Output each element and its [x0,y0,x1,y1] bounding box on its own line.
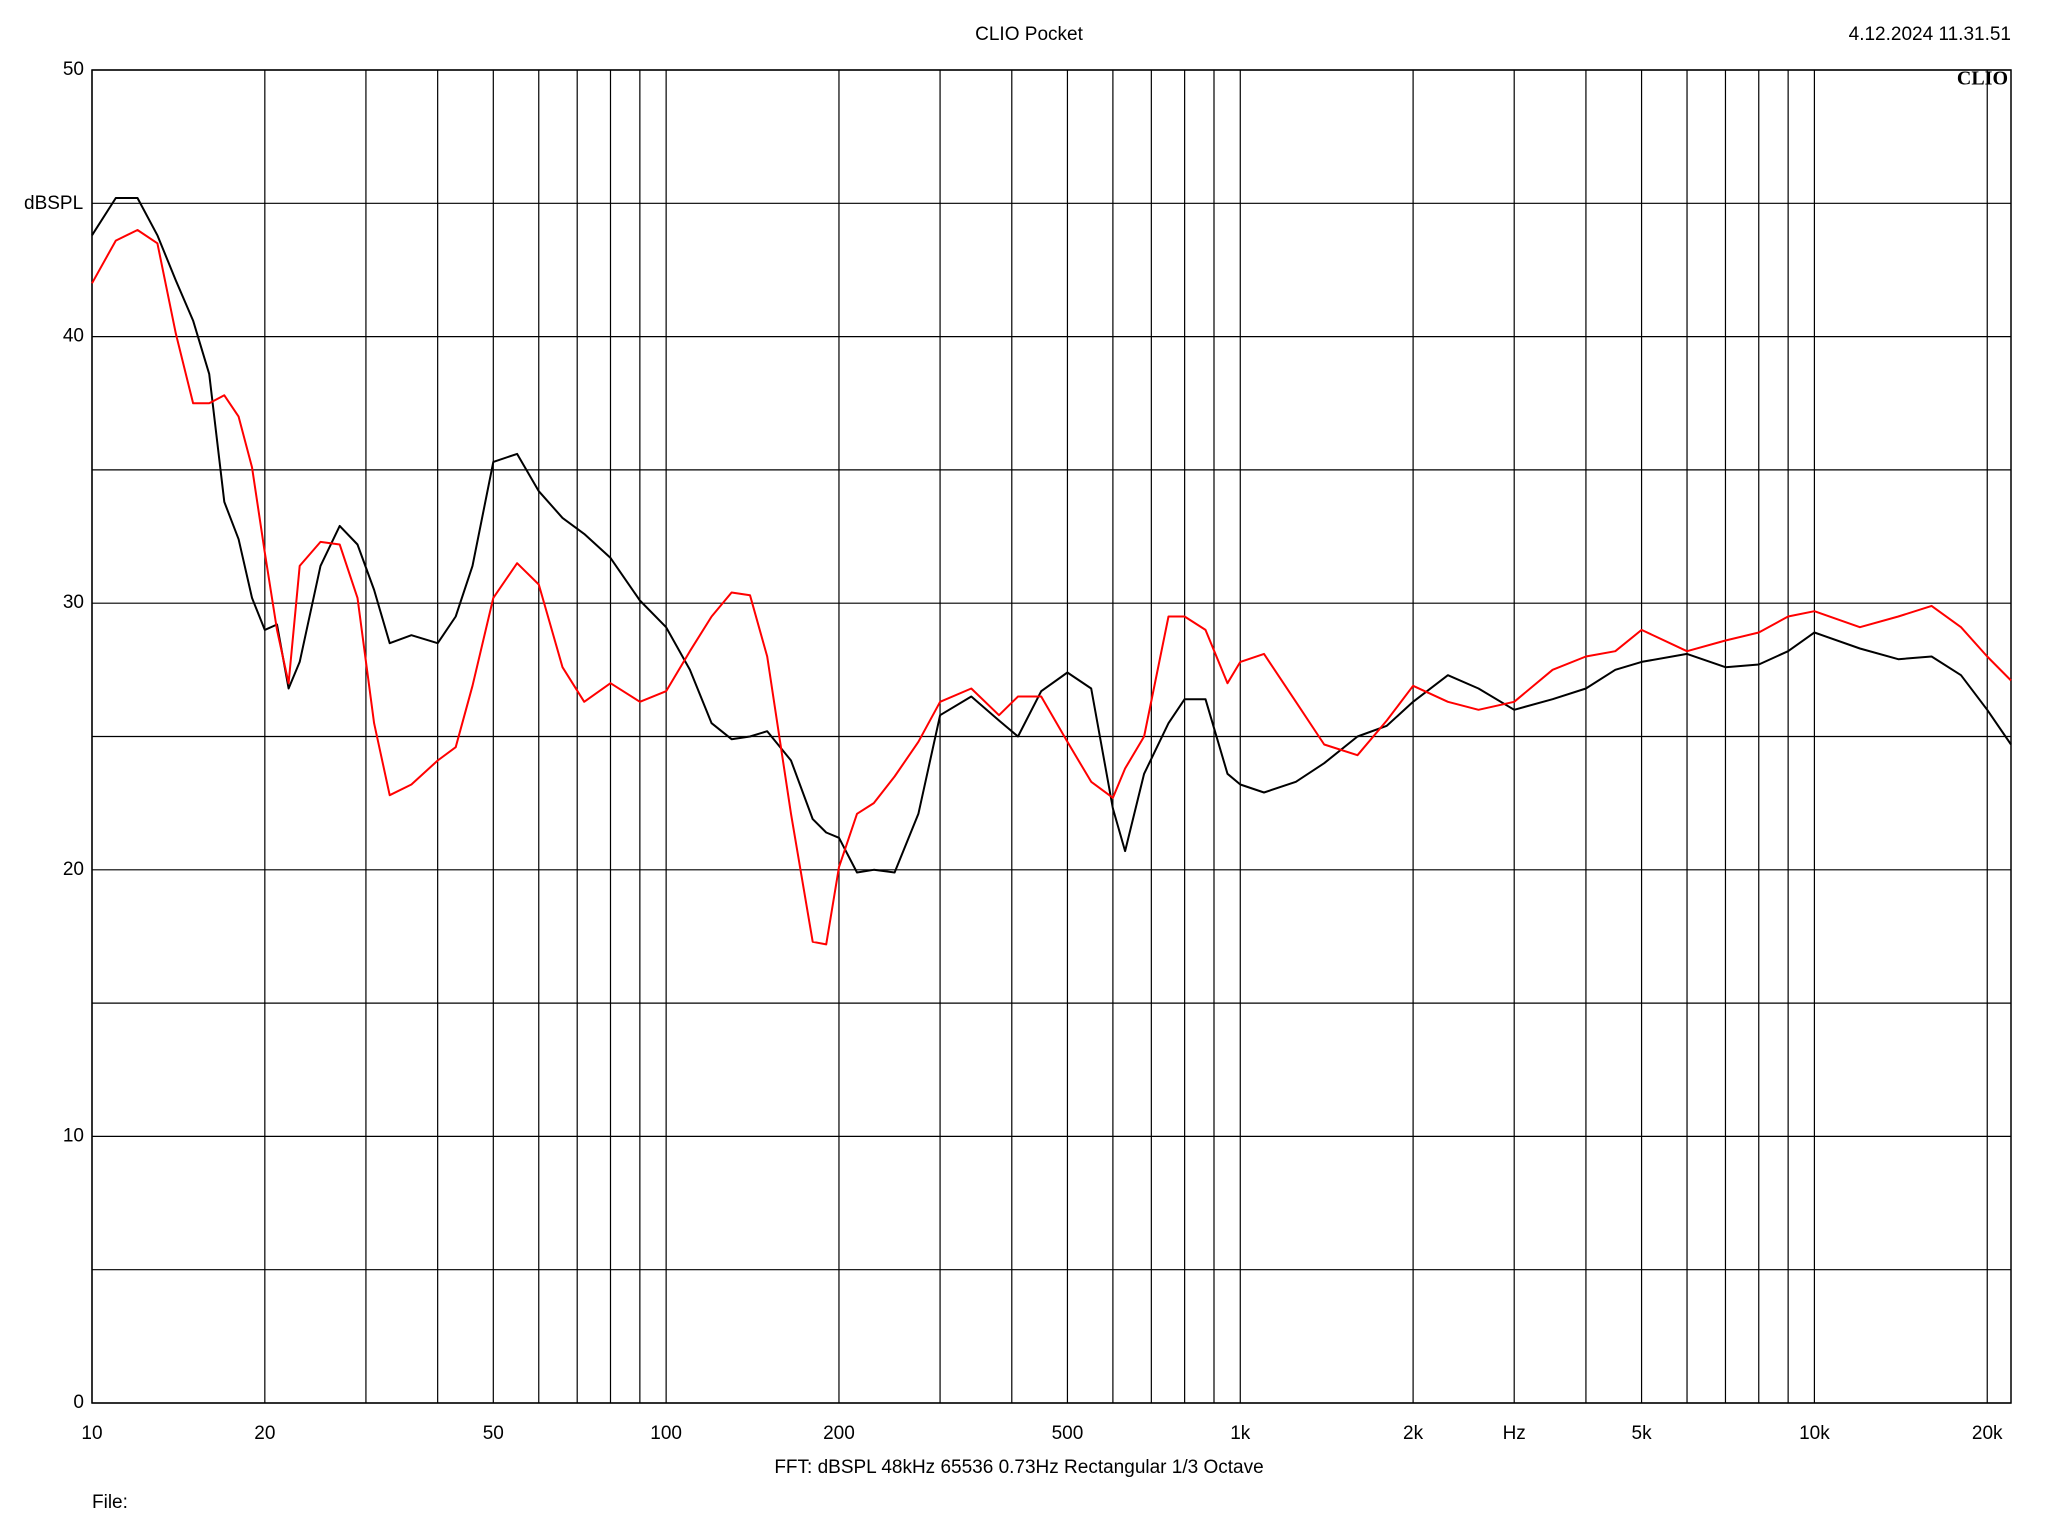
x-tick-label: 20 [254,1423,275,1444]
x-tick-label: Hz [1503,1423,1526,1444]
y-tick-label: 30 [63,592,84,613]
x-tick-label: 2k [1403,1423,1424,1444]
y-tick-label: 10 [63,1125,84,1146]
x-tick-label: 1k [1230,1423,1251,1444]
logo: CLIO [1957,68,2008,90]
y-axis-label: dBSPL [24,193,83,214]
x-tick-label: 10k [1799,1423,1830,1444]
x-tick-label: 20k [1972,1423,2003,1444]
x-tick-label: 5k [1632,1423,1653,1444]
x-tick-label: 100 [650,1423,682,1444]
file-label: File: [92,1492,128,1513]
x-tick-label: 200 [823,1423,855,1444]
footer: FFT: dBSPL 48kHz 65536 0.73Hz Rectangula… [774,1457,1263,1478]
timestamp: 4.12.2024 11.31.51 [1849,24,2011,45]
y-tick-label: 0 [73,1392,84,1413]
x-tick-label: 10 [81,1423,102,1444]
series-line [91,197,2012,874]
y-tick-label: 40 [63,326,84,347]
chart-title: CLIO Pocket [975,24,1083,45]
x-tick-label: 50 [483,1423,504,1444]
y-tick-label: 50 [63,59,84,80]
plot-frame [91,69,2012,1404]
x-tick-label: 500 [1052,1423,1084,1444]
y-tick-label: 20 [63,859,84,880]
series-line [91,229,2012,946]
